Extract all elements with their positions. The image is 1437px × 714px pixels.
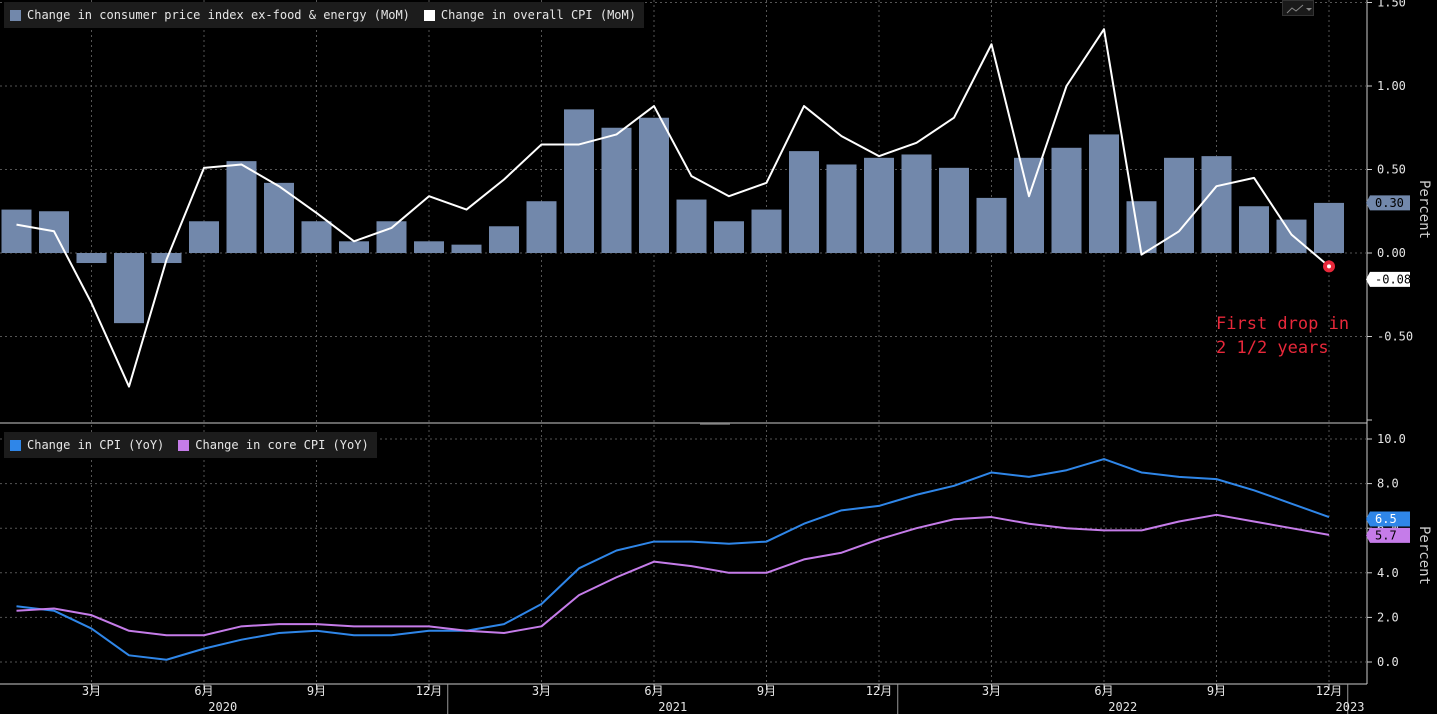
bar-core-mom — [826, 164, 857, 253]
legend-swatch-cpi-yoy — [10, 439, 21, 451]
value-tag-cpi-yoy-bg — [1366, 511, 1410, 527]
x-year-label: 2021 — [658, 700, 687, 714]
bar-core-mom — [76, 253, 107, 264]
bar-core-mom — [1126, 201, 1157, 253]
x-year-label: 2022 — [1108, 700, 1137, 714]
line-core-yoy — [16, 513, 1330, 637]
bar-core-mom — [414, 241, 444, 253]
bar-core-mom — [751, 209, 782, 253]
y-tick-label-bottom: 2.0 — [1377, 610, 1399, 624]
bottom-legend: Change in CPI (YoY) Change in core CPI (… — [4, 432, 377, 458]
x-year-label: 2020 — [208, 700, 237, 714]
line-cpi-yoy — [16, 458, 1330, 661]
legend-item-cpi-yoy[interactable]: Change in CPI (YoY) — [10, 438, 164, 452]
y-tick-label-bottom: 8.0 — [1377, 477, 1399, 491]
value-tag-overall-mom-bg — [1366, 271, 1410, 287]
value-tag-core-mom: 0.30 — [1375, 196, 1404, 210]
bar-core-mom — [601, 127, 632, 253]
legend-label-core-yoy: Change in core CPI (YoY) — [195, 438, 369, 452]
annotation-line-2: 2 1/2 years — [1216, 338, 1329, 358]
y-tick-label-top: 1.50 — [1377, 0, 1406, 10]
bottom-axis-title: Percent — [1416, 526, 1432, 586]
y-tick-label-bottom: 10.0 — [1377, 432, 1406, 446]
y-tick-label-bottom: 0.0 — [1377, 655, 1399, 669]
bar-core-mom — [676, 199, 707, 253]
legend-label-core-mom: Change in consumer price index ex-food &… — [27, 8, 410, 22]
value-tag-overall-mom: -0.08 — [1375, 272, 1411, 286]
x-tick-label: 6月 — [194, 684, 213, 698]
line-overall-mom — [16, 28, 1330, 388]
y-tick-label-top: 1.00 — [1377, 79, 1406, 93]
x-tick-label: 3月 — [82, 684, 101, 698]
x-tick-label: 3月 — [532, 684, 551, 698]
x-tick-label: 12月 — [866, 684, 892, 698]
bar-core-mom — [1089, 134, 1119, 253]
x-tick-label: 9月 — [757, 684, 776, 698]
bar-core-mom — [1239, 206, 1269, 253]
chart-type-icon — [1286, 4, 1312, 14]
y-tick-label-top: -0.50 — [1377, 330, 1413, 344]
bar-core-mom — [864, 157, 894, 253]
annotation-line-1: First drop in — [1216, 314, 1350, 334]
x-tick-label: 3月 — [982, 684, 1001, 698]
annotation-first-drop: First drop in 2 1/2 years — [1216, 312, 1349, 360]
bar-core-mom — [901, 154, 932, 253]
bar-core-mom — [789, 151, 819, 253]
bar-core-mom — [451, 244, 482, 253]
legend-item-overall-mom[interactable]: Change in overall CPI (MoM) — [423, 8, 636, 22]
bar-core-mom — [376, 221, 407, 253]
top-axis-title: Percent — [1416, 180, 1432, 240]
x-tick-label: 12月 — [1316, 684, 1342, 698]
x-tick-label: 9月 — [307, 684, 326, 698]
bar-core-mom — [114, 253, 144, 324]
value-tag-core-mom-bg — [1366, 195, 1410, 211]
bar-core-mom — [1, 209, 32, 253]
legend-swatch-overall-mom — [423, 9, 435, 21]
bar-core-mom — [226, 161, 257, 253]
bar-core-mom — [1201, 156, 1232, 253]
x-tick-label: 6月 — [644, 684, 663, 698]
bar-core-mom — [489, 226, 519, 253]
x-year-label: 2023 — [1336, 700, 1365, 714]
bar-core-mom — [1276, 219, 1307, 253]
y-tick-label-top: 0.00 — [1377, 246, 1406, 260]
x-tick-label: 12月 — [416, 684, 442, 698]
bar-core-mom — [639, 117, 669, 253]
y-tick-label-top: 0.50 — [1377, 163, 1406, 177]
bar-core-mom — [1051, 147, 1082, 253]
bar-core-mom — [301, 221, 332, 253]
y-tick-label-bottom: 4.0 — [1377, 566, 1399, 580]
bar-core-mom — [526, 201, 557, 253]
top-legend: Change in consumer price index ex-food &… — [4, 2, 644, 28]
bar-core-mom — [714, 221, 744, 253]
value-tag-core-yoy: 5.7 — [1375, 528, 1397, 542]
chart-type-button[interactable] — [1282, 0, 1314, 16]
bar-core-mom — [564, 109, 594, 253]
bar-core-mom — [189, 221, 219, 253]
bar-core-mom — [1014, 157, 1044, 253]
bar-core-mom — [939, 167, 969, 253]
value-tag-core-yoy-bg — [1366, 527, 1410, 543]
legend-swatch-core-yoy — [178, 439, 190, 451]
bar-core-mom — [339, 241, 369, 253]
bar-core-mom — [976, 197, 1007, 253]
legend-item-core-yoy[interactable]: Change in core CPI (YoY) — [178, 438, 369, 452]
legend-swatch-core-mom — [10, 9, 21, 21]
bar-core-mom — [1314, 202, 1344, 253]
legend-label-overall-mom: Change in overall CPI (MoM) — [440, 8, 636, 22]
legend-label-cpi-yoy: Change in CPI (YoY) — [27, 438, 165, 452]
value-tag-cpi-yoy: 6.5 — [1375, 512, 1397, 526]
legend-item-core-mom[interactable]: Change in consumer price index ex-food &… — [10, 8, 410, 22]
x-tick-label: 9月 — [1207, 684, 1226, 698]
x-tick-label: 6月 — [1094, 684, 1113, 698]
latest-point-marker-center — [1327, 264, 1331, 269]
